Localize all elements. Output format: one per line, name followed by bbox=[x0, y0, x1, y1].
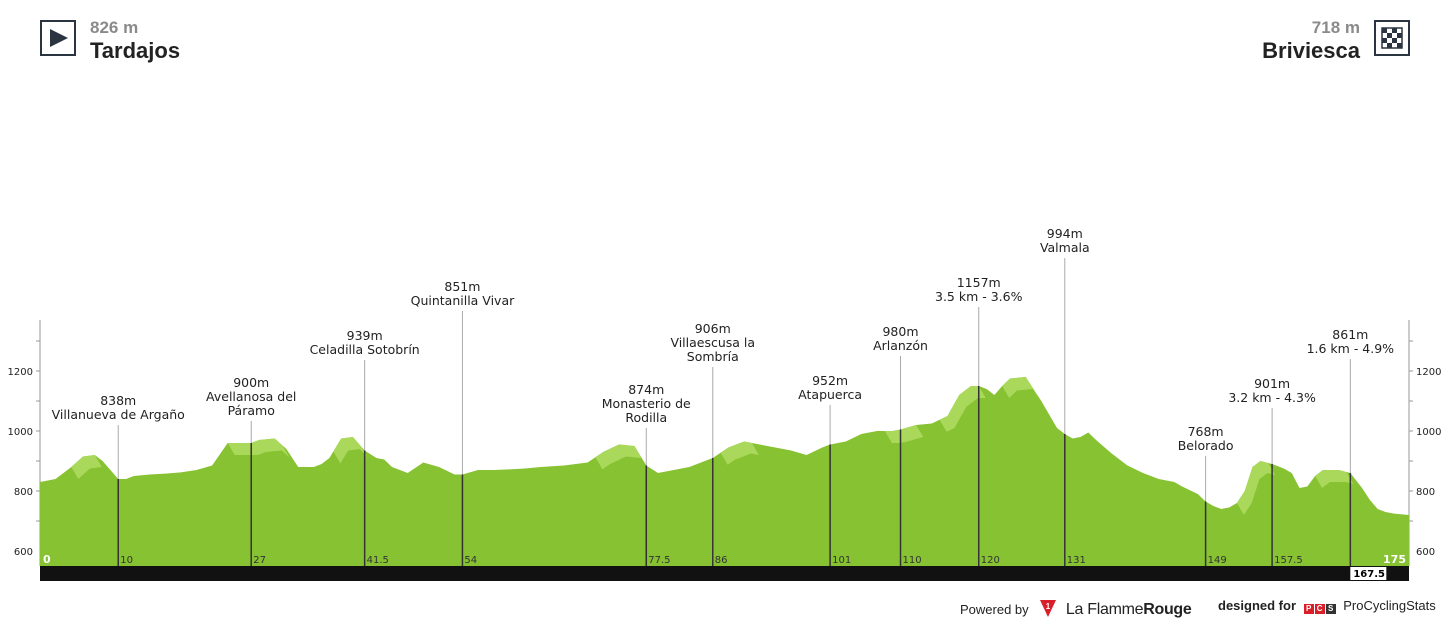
marker-name: Valmala bbox=[1040, 240, 1090, 255]
y-tick-label-right: 600 bbox=[1416, 547, 1435, 558]
km-label: 86 bbox=[715, 555, 728, 566]
km-label: 131 bbox=[1067, 555, 1086, 566]
climb-highlight bbox=[333, 437, 368, 464]
climb-highlight bbox=[71, 455, 102, 479]
finish-km-label: 175 bbox=[1383, 553, 1406, 566]
start-altitude: 826 m bbox=[90, 18, 139, 37]
km-label: 167.5 bbox=[1353, 569, 1385, 580]
marker-altitude: 906m bbox=[695, 321, 731, 336]
climb-highlight bbox=[595, 444, 642, 470]
km-label: 110 bbox=[903, 555, 922, 566]
climb-highlight bbox=[939, 386, 986, 432]
y-tick-label-left: 1200 bbox=[8, 367, 33, 378]
checkered-flag-icon bbox=[1374, 20, 1410, 56]
marker-name: Páramo bbox=[228, 403, 275, 418]
climb-highlight bbox=[1002, 377, 1041, 401]
marker-name: 1.6 km - 4.9% bbox=[1307, 341, 1395, 356]
km-label: 10 bbox=[120, 555, 133, 566]
marker-name: Arlanzón bbox=[873, 338, 928, 353]
marker-name: Monasterio de bbox=[602, 396, 691, 411]
pcs-letter: C bbox=[1314, 604, 1325, 614]
play-icon bbox=[40, 20, 76, 56]
marker-altitude: 861m bbox=[1332, 327, 1368, 342]
y-tick-label-right: 800 bbox=[1416, 487, 1435, 498]
km-label: 27 bbox=[253, 555, 266, 566]
finish-altitude: 718 m bbox=[1311, 18, 1360, 37]
marker-altitude: 851m bbox=[444, 279, 480, 294]
pcs-site-link[interactable]: ProCyclingStats bbox=[1343, 598, 1436, 613]
climb-highlight bbox=[884, 425, 924, 443]
marker-altitude: 768m bbox=[1188, 424, 1224, 439]
km-label: 157.5 bbox=[1274, 555, 1303, 566]
marker-name: Sombría bbox=[687, 349, 739, 364]
y-tick-label-left: 800 bbox=[14, 487, 33, 498]
elevation-area bbox=[40, 377, 1409, 566]
climb-highlight bbox=[1315, 470, 1354, 488]
km-label: 54 bbox=[464, 555, 477, 566]
marker-altitude: 1157m bbox=[957, 275, 1001, 290]
flamme-rouge-logo-icon: 1 bbox=[1038, 598, 1058, 621]
marker-name: Villanueva de Argaño bbox=[52, 407, 185, 422]
marker-altitude: 980m bbox=[882, 324, 918, 339]
marker-name: Avellanosa del bbox=[206, 389, 296, 404]
svg-text:1: 1 bbox=[1046, 602, 1051, 611]
marker-altitude: 994m bbox=[1047, 226, 1083, 241]
y-tick-label-right: 1200 bbox=[1416, 367, 1441, 378]
km-label: 120 bbox=[981, 555, 1000, 566]
y-tick-label-right: 1000 bbox=[1416, 427, 1441, 438]
marker-name: Atapuerca bbox=[798, 387, 862, 402]
powered-by-label: Powered by bbox=[960, 602, 1029, 617]
finish-city: Briviesca bbox=[1262, 38, 1360, 63]
y-tick-label-left: 600 bbox=[14, 547, 33, 558]
marker-name: Quintanilla Vivar bbox=[411, 293, 515, 308]
flamme-rouge-brand[interactable]: La FlammeRouge bbox=[1066, 601, 1192, 618]
marker-altitude: 901m bbox=[1254, 376, 1290, 391]
marker-altitude: 952m bbox=[812, 373, 848, 388]
marker-altitude: 874m bbox=[628, 382, 664, 397]
km-highlight-box bbox=[1350, 567, 1387, 580]
brand-bold: Rouge bbox=[1143, 601, 1192, 618]
marker-name: 3.2 km - 4.3% bbox=[1228, 390, 1316, 405]
marker-name: 3.5 km - 3.6% bbox=[935, 289, 1023, 304]
designed-for-label: designed for bbox=[1218, 598, 1297, 613]
km-label: 41.5 bbox=[367, 555, 389, 566]
climb-highlight bbox=[227, 438, 290, 458]
start-city: Tardajos bbox=[90, 38, 181, 63]
marker-name: Villaescusa la bbox=[670, 335, 755, 350]
km-label: 149 bbox=[1208, 555, 1227, 566]
y-tick-label-left: 1000 bbox=[8, 427, 33, 438]
start-km-label: 0 bbox=[43, 553, 51, 566]
pcs-letter: S bbox=[1325, 604, 1336, 614]
pcs-letter: P bbox=[1303, 604, 1314, 614]
km-label: 101 bbox=[832, 555, 851, 566]
climb-highlight bbox=[1236, 461, 1276, 515]
climb-highlight bbox=[720, 441, 759, 465]
brand-light: La Flamme bbox=[1065, 601, 1144, 618]
marker-altitude: 939m bbox=[347, 328, 383, 343]
distance-bar bbox=[40, 566, 1409, 581]
marker-name: Celadilla Sotobrín bbox=[310, 342, 420, 357]
marker-name: Belorado bbox=[1178, 438, 1234, 453]
km-label: 77.5 bbox=[648, 555, 670, 566]
marker-altitude: 838m bbox=[100, 393, 136, 408]
marker-altitude: 900m bbox=[233, 375, 269, 390]
marker-name: Rodilla bbox=[625, 410, 667, 425]
powered-by: Powered by 1 La FlammeRouge bbox=[960, 598, 1192, 620]
